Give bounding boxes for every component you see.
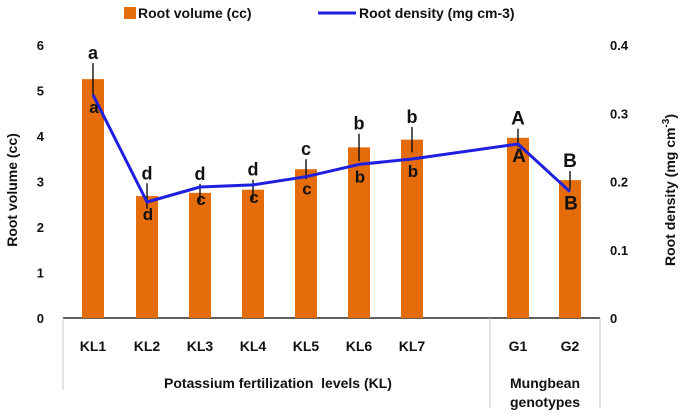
bar-significance-labels: a d d d c b b A B	[88, 43, 577, 184]
left-axis-title: Root volume (cc)	[4, 133, 20, 247]
left-tick-label: 0	[37, 311, 44, 326]
x-tick-label-KL7: KL7	[399, 338, 426, 354]
bar-KL2	[136, 196, 158, 318]
x-tick-label-KL6: KL6	[346, 338, 373, 354]
x-tick-label-G2: G2	[561, 338, 580, 354]
group-label-genotypes-line: genotypes	[510, 394, 580, 410]
left-tick-label: 1	[37, 266, 44, 281]
bar-sig-label-KL3: d	[195, 164, 206, 184]
right-tick-label: 0.2	[610, 175, 628, 190]
line-significance-labels: adc c cb bAB	[89, 98, 578, 224]
right-axis-title: Root density (mg cm-3)	[661, 114, 678, 266]
bar-G1	[507, 137, 529, 318]
bar-sig-label-KL6: b	[354, 114, 365, 134]
x-tick-label-KL2: KL2	[134, 338, 161, 354]
bar-sig-label-KL5: c	[301, 139, 311, 159]
line-sig-label-KL7: b	[408, 162, 418, 181]
right-tick-label: 0.4	[610, 38, 629, 53]
right-tick-label: 0.3	[610, 106, 628, 121]
root-density-line	[91, 94, 572, 204]
legend: Root volume (cc) Root density (mg cm-3)	[124, 5, 515, 21]
x-tick-label-KL4: KL4	[240, 338, 267, 354]
right-tick-label: 0	[610, 311, 617, 326]
line-sig-label-KL3: c	[196, 190, 205, 209]
bar-sig-label-KL2: d	[142, 163, 153, 183]
line-sig-label-KL2: d	[143, 205, 153, 224]
group-label-genotypes: Mungbean genotypes	[510, 375, 580, 410]
bar-KL4	[242, 189, 264, 318]
line-sig-label-KL1: a	[89, 98, 99, 117]
bar-sig-label-G1: A	[511, 109, 525, 130]
error-bars	[92, 63, 571, 209]
legend-label-root-volume: Root volume (cc)	[138, 5, 252, 21]
bar-G2	[559, 180, 581, 318]
left-tick-label: 2	[37, 220, 44, 235]
bar-sig-label-KL1: a	[88, 43, 99, 63]
bar-series	[82, 79, 581, 318]
bar-KL3	[189, 192, 211, 318]
left-tick-label: 6	[37, 38, 44, 53]
bar-sig-label-G2: B	[563, 151, 577, 172]
line-sig-label-KL5: c	[302, 180, 311, 199]
left-tick-label: 4	[37, 129, 45, 144]
right-tick-label: 0.1	[610, 243, 628, 258]
legend-swatch-root-volume	[124, 7, 136, 19]
x-tick-label-G1: G1	[509, 338, 528, 354]
bar-KL6	[348, 147, 370, 318]
legend-label-root-density: Root density (mg cm-3)	[359, 5, 515, 21]
group-label-potassium: Potassium fertilization levels (KL)	[164, 375, 392, 391]
line-sig-label-KL6: b	[355, 167, 365, 186]
x-tick-label-KL5: KL5	[293, 338, 320, 354]
line-sig-label-G2: B	[564, 194, 578, 215]
x-tick-label-KL3: KL3	[187, 338, 214, 354]
category-labels: KL1 KL2 KL3 KL4 KL5 KL6 KL7 G1 G2	[80, 338, 580, 354]
left-axis-ticks: 0 1 2 3 4 5 6	[37, 38, 45, 326]
right-axis-ticks: 0 0.1 0.2 0.3 0.4	[610, 38, 629, 326]
x-tick-label-KL1: KL1	[80, 338, 107, 354]
bar-sig-label-KL7: b	[407, 107, 418, 127]
right-axis-title-sup: -3	[661, 118, 672, 127]
line-sig-label-KL4: c	[249, 188, 258, 207]
line-sig-label-G1: A	[512, 146, 526, 167]
bar-KL1	[82, 79, 104, 318]
bar-KL7	[401, 139, 423, 318]
bar-KL5	[295, 169, 317, 318]
left-tick-label: 3	[37, 175, 44, 190]
right-axis-title-main: Root density (mg cm	[662, 128, 678, 266]
right-axis-title-end: )	[662, 114, 678, 119]
left-tick-label: 5	[37, 84, 44, 99]
bar-sig-label-KL4: d	[248, 160, 259, 180]
group-label-genotypes-line: Mungbean	[510, 375, 580, 391]
